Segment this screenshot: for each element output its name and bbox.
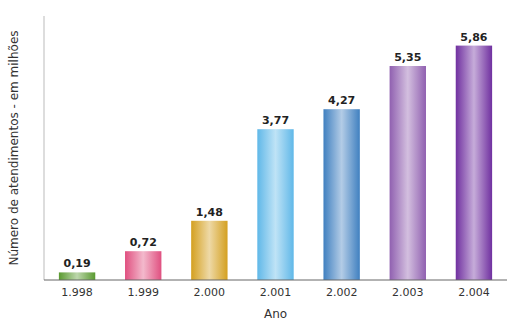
data-label: 5,35 [394, 51, 421, 64]
data-label: 1,48 [196, 206, 223, 219]
bar [125, 251, 161, 280]
data-label: 3,77 [262, 114, 289, 127]
chart-container: 0,19 0,72 1,48 3,77 4,27 5,35 5,86 1.998 1.999 2.… [0, 0, 521, 328]
bars [59, 46, 492, 280]
bar [456, 46, 492, 280]
bar [323, 109, 359, 280]
bar [59, 272, 95, 280]
bar [191, 221, 227, 280]
x-axis-label: Ano [264, 307, 287, 321]
x-tick-label: 2.003 [392, 286, 424, 299]
x-tick-label: 1.998 [61, 286, 93, 299]
bar [390, 66, 426, 280]
x-tick-label: 2.000 [194, 286, 226, 299]
y-axis-label: Número de atendimentos - em milhões [7, 30, 21, 265]
data-label: 0,72 [130, 236, 157, 249]
data-label: 0,19 [64, 257, 91, 270]
x-tick-label: 2.002 [326, 286, 358, 299]
x-tick-label: 1.999 [127, 286, 159, 299]
data-label: 5,86 [460, 31, 487, 44]
x-tick-label: 2.004 [458, 286, 490, 299]
x-axis-line [44, 280, 507, 281]
labels: 0,19 0,72 1,48 3,77 4,27 5,35 5,86 [64, 31, 488, 271]
x-tick-label: 2.001 [260, 286, 292, 299]
data-label: 4,27 [328, 94, 355, 107]
y-axis-line [44, 16, 45, 280]
bar [257, 129, 293, 280]
chart: 0,19 0,72 1,48 3,77 4,27 5,35 5,86 1.998 1.999 2.… [0, 0, 521, 328]
